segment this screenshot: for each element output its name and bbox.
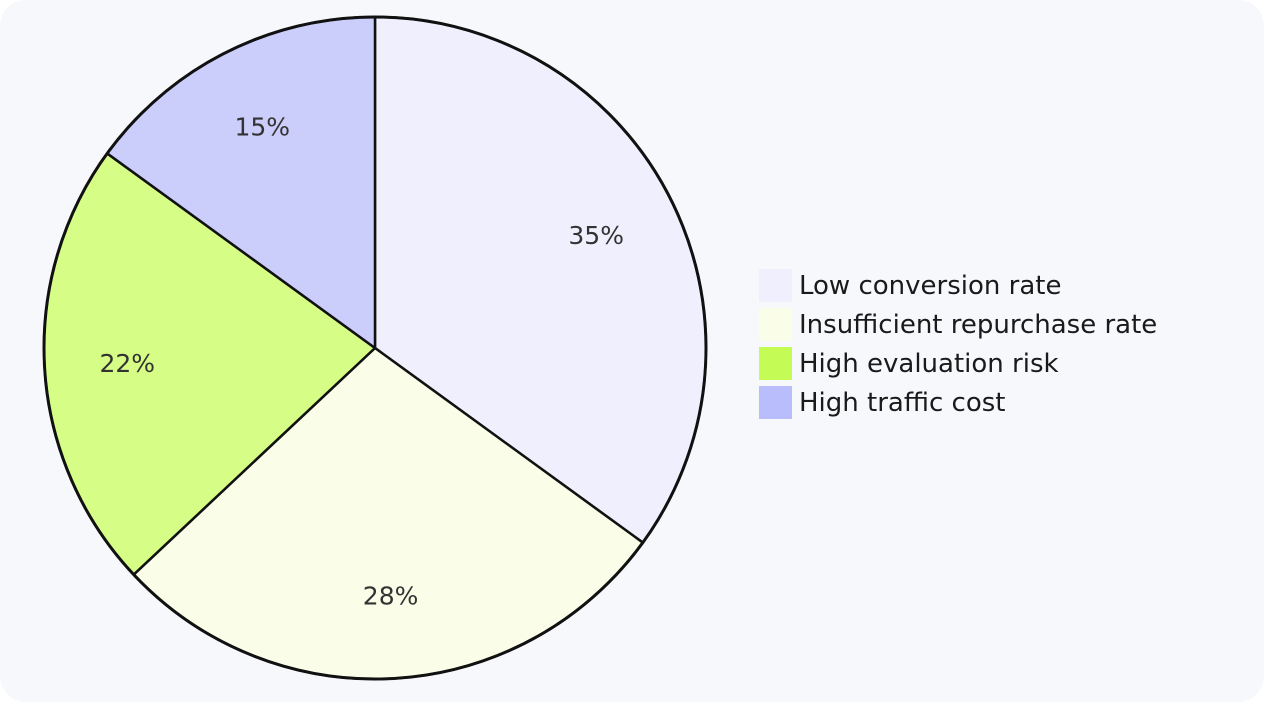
legend: Low conversion rate Insufficient repurch… — [759, 266, 1157, 422]
pie-slice-labels: 35% 28% 22% 15% — [99, 112, 624, 610]
slice-label-insufficient-repurchase-rate: 28% — [363, 581, 419, 610]
legend-swatch-insufficient-repurchase-rate — [759, 308, 792, 341]
legend-swatch-low-conversion-rate — [759, 269, 792, 302]
legend-item-high-traffic-cost[interactable]: High traffic cost — [759, 383, 1157, 422]
pie-outline — [42, 15, 708, 681]
legend-label-insufficient-repurchase-rate: Insufficient repurchase rate — [799, 309, 1158, 340]
legend-label-low-conversion-rate: Low conversion rate — [799, 270, 1062, 301]
legend-item-low-conversion-rate[interactable]: Low conversion rate — [759, 266, 1157, 305]
legend-label-high-traffic-cost: High traffic cost — [799, 387, 1006, 418]
pie-slices — [42, 15, 708, 681]
legend-label-high-evaluation-risk: High evaluation risk — [799, 348, 1059, 379]
slice-label-high-traffic-cost: 15% — [235, 112, 291, 141]
slice-label-high-evaluation-risk: 22% — [99, 349, 155, 378]
legend-swatch-high-traffic-cost — [759, 386, 792, 419]
legend-item-high-evaluation-risk[interactable]: High evaluation risk — [759, 344, 1157, 383]
legend-item-insufficient-repurchase-rate[interactable]: Insufficient repurchase rate — [759, 305, 1157, 344]
slice-label-low-conversion-rate: 35% — [568, 221, 624, 250]
legend-swatch-high-evaluation-risk — [759, 347, 792, 380]
